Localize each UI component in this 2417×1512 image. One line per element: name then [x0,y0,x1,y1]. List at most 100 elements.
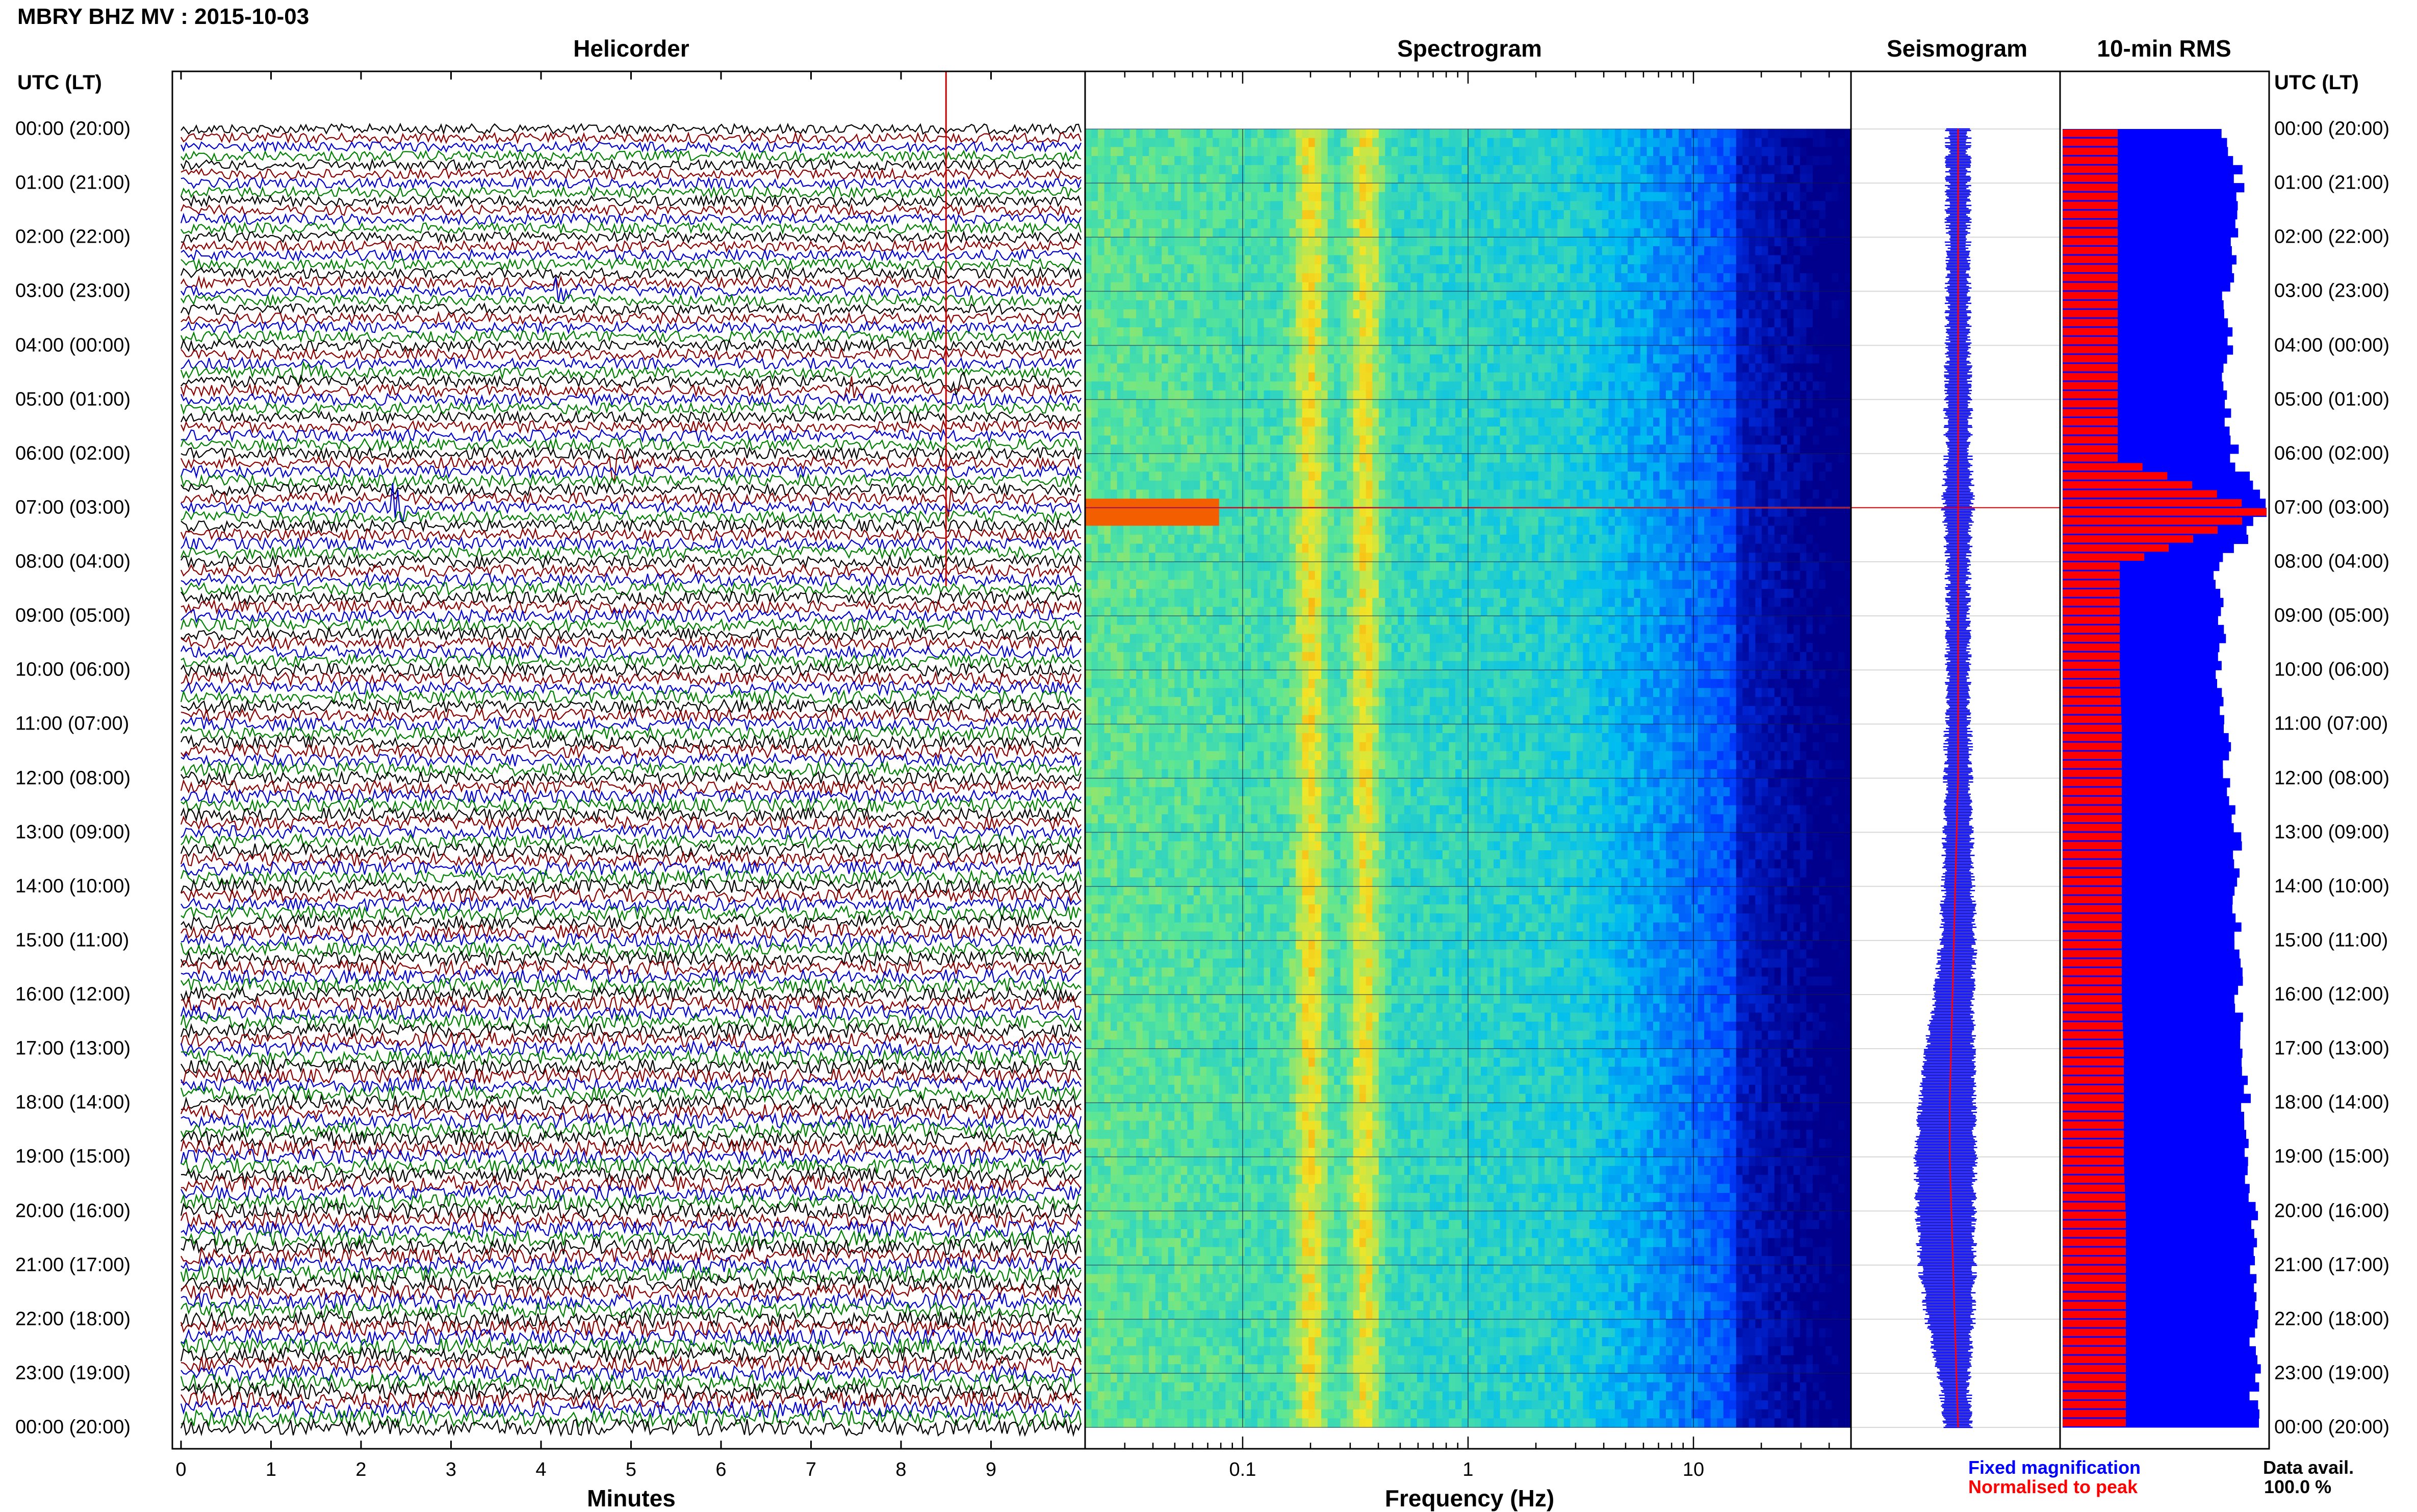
spectrogram-cell [1187,183,1194,192]
spectrogram-cell [1149,435,1155,445]
spectrogram-cell [1296,192,1302,201]
spectrogram-cell [1155,219,1162,228]
spectrogram-cell [1410,192,1417,201]
spectrogram-cell [1117,427,1124,436]
spectrogram-cell [1462,156,1469,165]
spectrogram-cell [1685,400,1692,409]
spectrogram-cell [1736,138,1743,147]
spectrogram-cell [1506,336,1513,346]
spectrogram-cell [1513,481,1520,490]
spectrogram-cell [1277,165,1283,174]
spectrogram-cell [1698,381,1705,390]
spectrogram-cell [1462,390,1469,400]
spectrogram-cell [1321,418,1328,427]
spectrogram-cell [1519,381,1526,390]
spectrogram-cell [1225,462,1232,472]
spectrogram-cell [1092,129,1098,138]
spectrogram-cell [1755,363,1762,373]
spectrogram-cell [1832,138,1838,147]
spectrogram-cell [1232,408,1239,418]
spectrogram-cell [1168,129,1175,138]
spectrogram-cell [1449,462,1455,472]
spectrogram-cell [1168,427,1175,436]
spectrogram-cell [1213,147,1219,156]
spectrogram-cell [1724,273,1730,282]
spectrogram-cell [1449,228,1455,238]
spectrogram-cell [1500,174,1507,183]
spectrogram-cell [1679,183,1685,192]
spectrogram-cell [1359,336,1366,346]
spectrogram-cell [1755,462,1762,472]
spectrogram-cell [1245,400,1251,409]
spectrogram-cell [1526,156,1532,165]
spectrogram-cell [1417,264,1424,273]
spectrogram-cell [1347,273,1353,282]
spectrogram-cell [1092,282,1098,292]
spectrogram-cell [1308,445,1315,454]
spectrogram-cell [1500,427,1507,436]
spectrogram-cell [1257,318,1264,327]
spectrogram-cell [1545,408,1551,418]
spectrogram-cell [1755,138,1762,147]
spectrogram-cell [1583,147,1589,156]
spectrogram-cell [1410,129,1417,138]
spectrogram-cell [1308,264,1315,273]
spectrogram-cell [1232,282,1239,292]
spectrogram-cell [1500,381,1507,390]
spectrogram-cell [1328,454,1334,463]
spectrogram-cell [1475,219,1481,228]
spectrogram-cell [1806,129,1813,138]
spectrogram-cell [1583,390,1589,400]
spectrogram-cell [1475,129,1481,138]
spectrogram-cell [1462,264,1469,273]
spectrogram-cell [1379,346,1385,355]
spectrogram-cell [1155,346,1162,355]
spectrogram-cell [1200,183,1206,192]
spectrogram-cell [1092,445,1098,454]
spectrogram-cell [1200,462,1206,472]
spectrogram-cell [1838,309,1845,319]
spectrogram-cell [1328,291,1334,300]
spectrogram-cell [1742,418,1749,427]
spectrogram-cell [1449,282,1455,292]
spectrogram-cell [1724,445,1730,454]
spectrogram-cell [1277,363,1283,373]
spectrogram-cell [1296,373,1302,382]
spectrogram-cell [1800,472,1807,481]
spectrogram-cell [1232,354,1239,363]
spectrogram-cell [1742,462,1749,472]
spectrogram-cell [1290,201,1296,211]
spectrogram-cell [1685,381,1692,390]
spectrogram-cell [1704,454,1711,463]
spectrogram-cell [1092,309,1098,319]
spectrogram-cell [1200,174,1206,183]
spectrogram-cell [1359,435,1366,445]
spectrogram-cell [1143,183,1149,192]
spectrogram-cell [1570,165,1577,174]
spectrogram-cell [1098,237,1104,246]
spectrogram-cell [1238,228,1245,238]
spectrogram-cell [1513,445,1520,454]
spectrogram-cell [1564,156,1571,165]
spectrogram-cell [1104,246,1111,255]
spectrogram-cell [1660,346,1666,355]
spectrogram-cell [1290,354,1296,363]
spectrogram-cell [1404,418,1411,427]
spectrogram-cell [1596,237,1602,246]
spectrogram-cell [1410,273,1417,282]
spectrogram-cell [1640,418,1647,427]
spectrogram-cell [1640,273,1647,282]
spectrogram-cell [1800,138,1807,147]
spectrogram-cell [1768,327,1775,336]
spectrogram-cell [1673,237,1679,246]
spectrogram-cell [1640,147,1647,156]
spectrogram-cell [1117,354,1124,363]
spectrogram-cell [1187,273,1194,282]
spectrogram-cell [1781,318,1787,327]
spectrogram-cell [1538,427,1545,436]
spectrogram-cell [1270,418,1277,427]
spectrogram-cell [1762,327,1768,336]
spectrogram-cell [1634,165,1640,174]
spectrogram-cell [1685,264,1692,273]
spectrogram-cell [1436,462,1443,472]
